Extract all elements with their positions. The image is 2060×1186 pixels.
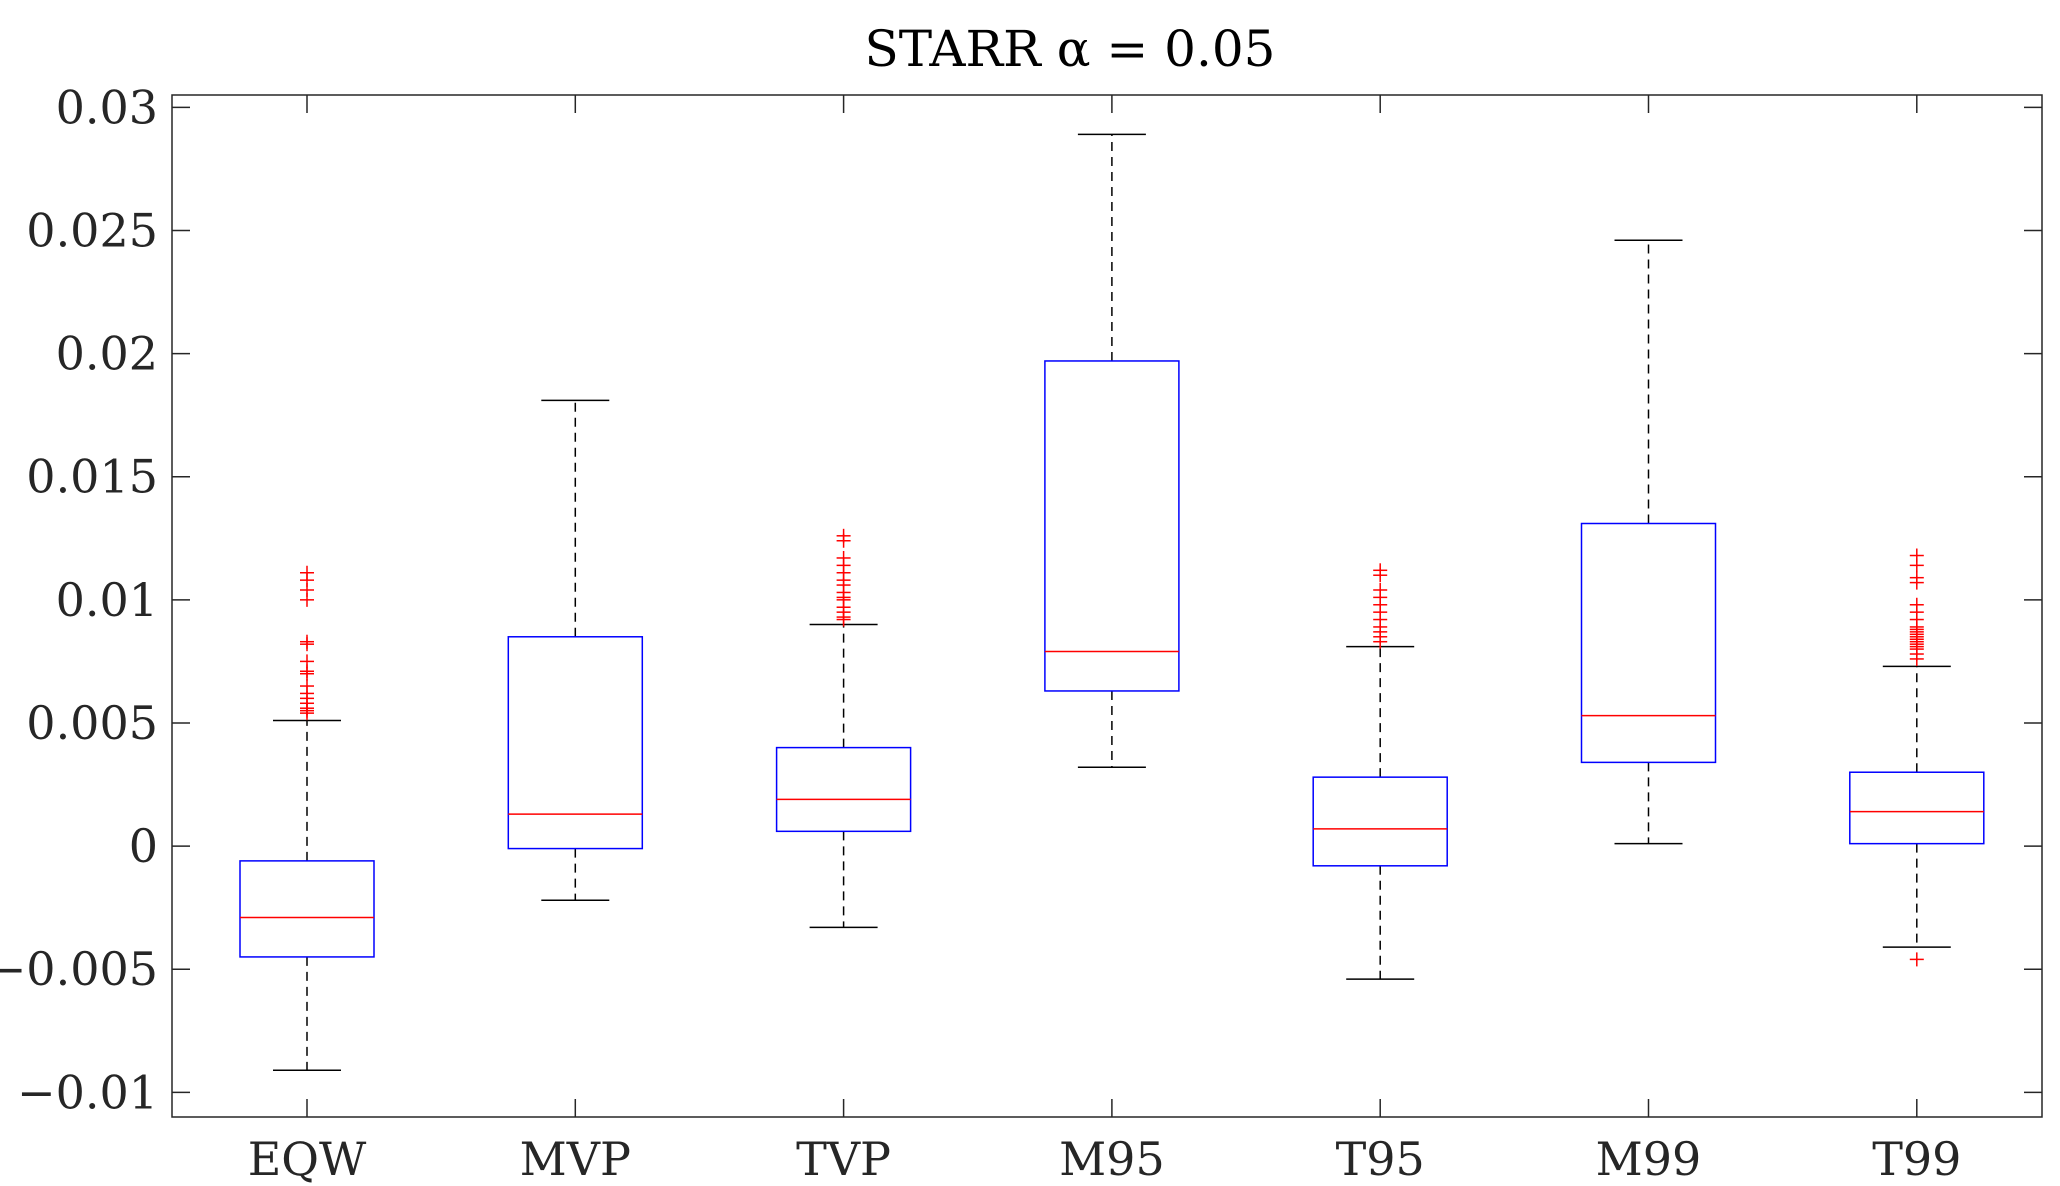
outlier-point: [1909, 548, 1924, 563]
x-tick-label: T95: [1336, 1132, 1425, 1186]
y-tick-label: 0.015: [26, 450, 158, 504]
y-tick-label: 0.01: [56, 573, 158, 627]
y-tick-label: 0.02: [56, 327, 158, 381]
box-group-mvp: [507, 399, 644, 902]
iqr-box: [507, 636, 644, 850]
x-axis: EQW MVP TVP M95 T95 M99 T99: [248, 95, 1961, 1186]
box-group-tvp: [775, 528, 912, 929]
iqr-box: [1849, 771, 1985, 845]
x-tick-label: T99: [1872, 1132, 1961, 1186]
plot-area-frame: [171, 94, 2043, 1118]
x-tick-label: M99: [1596, 1132, 1702, 1186]
boxes-layer: [239, 133, 1985, 1071]
y-tick-label: 0.03: [56, 80, 158, 134]
x-tick-label: M95: [1059, 1132, 1165, 1186]
box-group-t95: [1312, 563, 1448, 980]
iqr-box: [775, 746, 912, 833]
y-tick-label: 0: [129, 819, 158, 873]
outlier-point: [836, 528, 851, 543]
iqr-box: [239, 860, 375, 958]
x-tick-label: EQW: [248, 1132, 367, 1186]
iqr-box: [1312, 776, 1448, 867]
outlier-point: [1909, 570, 1924, 585]
x-tick-label: MVP: [520, 1132, 631, 1186]
y-tick-label: 0.005: [26, 696, 158, 750]
outlier-point: [1909, 597, 1924, 612]
box-group-m99: [1580, 239, 1717, 845]
box-group-t99: [1849, 548, 1985, 967]
y-tick-label: 0.025: [26, 203, 158, 257]
iqr-box: [1044, 360, 1180, 692]
outlier-point: [1373, 563, 1388, 578]
box-group-eqw: [239, 565, 375, 1071]
y-tick-label: −0.005: [0, 942, 158, 996]
x-tick-label: TVP: [796, 1132, 891, 1186]
outlier-point: [300, 634, 314, 649]
outlier-point: [1909, 952, 1924, 967]
y-tick-label: −0.01: [17, 1065, 158, 1119]
box-group-m95: [1044, 133, 1180, 769]
iqr-box: [1580, 522, 1717, 764]
outlier-point: [300, 565, 314, 580]
outlier-point: [1373, 582, 1388, 597]
y-axis: −0.01 −0.005 0 0.005 0.01 0.015 0.02 0.025 0.03: [0, 80, 2042, 1119]
outlier-point: [836, 550, 851, 565]
outlier-point: [300, 654, 314, 669]
chart-title: STARR α = 0.05: [865, 20, 1276, 78]
outlier-point: [300, 679, 314, 694]
